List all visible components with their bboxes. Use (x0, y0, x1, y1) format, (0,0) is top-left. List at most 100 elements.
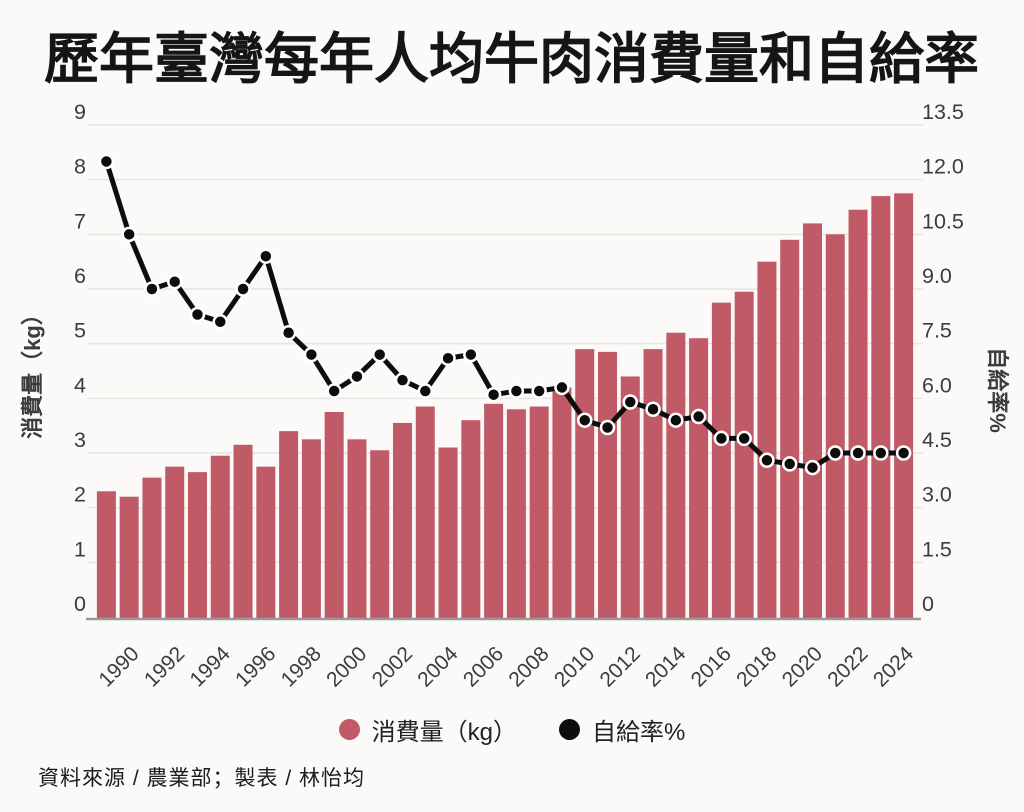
right-tick-label-0: 0 (922, 592, 934, 616)
x-tick-label-2014: 2014 (641, 642, 691, 692)
legend-item-consumption: 消費量（kg） (338, 712, 517, 747)
bar-2006 (484, 403, 504, 619)
line-point-2002 (394, 372, 411, 388)
bar-1990 (119, 496, 139, 619)
bar-2016 (711, 302, 731, 619)
line-point-1996 (258, 248, 274, 264)
bar-1997 (279, 431, 299, 619)
bar-1993 (188, 472, 207, 619)
left-axis-title: 消費量（kg） (20, 303, 45, 439)
x-tick-label-2024: 2024 (869, 642, 919, 692)
bar-2009 (552, 387, 572, 619)
right-tick-label-12.0: 12.0 (922, 155, 964, 179)
x-tick-label-2010: 2010 (550, 642, 599, 691)
right-tick-label-6.0: 6.0 (922, 373, 952, 397)
consumption-legend-marker-icon (338, 719, 360, 740)
bar-2002 (393, 422, 412, 619)
line-point-2001 (371, 346, 388, 363)
consumption-legend-label: 消費量（kg） (371, 719, 517, 746)
bar-2000 (347, 439, 367, 619)
line-point-2024 (895, 445, 912, 461)
bar-1989 (96, 491, 116, 619)
left-tick-label-7: 7 (74, 209, 86, 233)
line-point-1993 (189, 306, 206, 323)
bar-2003 (415, 406, 435, 619)
legend-item-self-sufficiency: 自給率% (559, 712, 685, 747)
bar-2021 (825, 234, 845, 620)
bar-1995 (233, 444, 253, 619)
line-point-2021 (827, 445, 844, 461)
right-tick-label-4.5: 4.5 (922, 428, 952, 452)
bar-2020 (803, 223, 822, 619)
bar-1996 (256, 466, 276, 619)
line-point-2003 (417, 383, 434, 399)
line-point-1992 (166, 273, 183, 290)
bar-2012 (620, 376, 640, 619)
left-tick-label-8: 8 (74, 155, 86, 179)
bar-1999 (324, 412, 344, 619)
bar-1991 (142, 477, 162, 619)
line-point-1997 (280, 324, 297, 341)
line-point-2007 (508, 383, 525, 399)
x-tick-label-1996: 1996 (231, 642, 280, 691)
bar-2019 (780, 239, 800, 620)
line-point-2013 (645, 401, 661, 418)
bar-2015 (689, 338, 709, 619)
line-point-2017 (736, 430, 752, 447)
left-tick-label-6: 6 (74, 264, 86, 288)
bar-2014 (666, 332, 686, 619)
line-point-1995 (235, 281, 251, 297)
self-sufficiency-line-layer (98, 153, 912, 476)
bar-1992 (165, 466, 185, 619)
left-axis-tick-labels: 0 1 2 3 4 5 6 7 8 9 (74, 100, 86, 616)
x-tick-label-2020: 2020 (778, 642, 827, 691)
x-tick-label-2022: 2022 (823, 642, 872, 691)
line-point-1991 (144, 281, 160, 297)
bar-2010 (575, 349, 595, 619)
bar-2023 (871, 196, 891, 620)
bar-2005 (461, 420, 481, 619)
line-point-2010 (576, 412, 593, 428)
line-point-1990 (121, 226, 137, 243)
line-point-2014 (668, 412, 684, 428)
self-sufficiency-legend-label: 自給率% (592, 719, 686, 746)
right-tick-label-13.5: 13.5 (922, 100, 964, 124)
line-point-1989 (98, 153, 115, 170)
x-tick-label-1990: 1990 (94, 642, 143, 691)
line-point-2023 (873, 445, 889, 461)
right-tick-label-3.0: 3.0 (922, 483, 952, 507)
left-tick-label-4: 4 (74, 373, 86, 397)
line-point-2004 (440, 350, 456, 366)
line-point-2012 (622, 394, 639, 410)
line-point-2019 (781, 456, 798, 472)
legend: 消費量（kg） 自給率% (0, 712, 1024, 747)
self-sufficiency-legend-marker-icon (559, 719, 580, 740)
left-tick-label-2: 2 (74, 483, 86, 507)
page-title: 歷年臺灣每年人均牛肉消費量和自給率 (44, 28, 980, 90)
bar-2018 (757, 261, 777, 619)
left-tick-label-9: 9 (74, 100, 86, 124)
bar-2022 (848, 209, 868, 619)
x-tick-label-1998: 1998 (277, 642, 326, 691)
x-tick-label-2000: 2000 (322, 642, 371, 691)
right-axis-title: 自給率% (985, 347, 1010, 433)
x-tick-label-2016: 2016 (687, 642, 736, 691)
line-point-2009 (554, 379, 570, 396)
line-point-2022 (850, 445, 866, 461)
right-tick-label-7.5: 7.5 (922, 319, 952, 343)
x-tick-label-2002: 2002 (368, 642, 417, 691)
bar-2017 (734, 291, 754, 619)
right-tick-label-10.5: 10.5 (922, 209, 964, 233)
line-point-2015 (690, 408, 707, 425)
x-tick-label-1992: 1992 (140, 642, 189, 691)
line-point-2011 (599, 419, 616, 436)
line-point-2000 (349, 368, 365, 385)
line-point-2020 (804, 459, 821, 476)
bar-2024 (894, 193, 914, 620)
left-tick-label-5: 5 (74, 319, 86, 343)
left-tick-label-3: 3 (74, 428, 86, 452)
bar-2011 (598, 351, 617, 619)
bar-1998 (301, 439, 321, 619)
